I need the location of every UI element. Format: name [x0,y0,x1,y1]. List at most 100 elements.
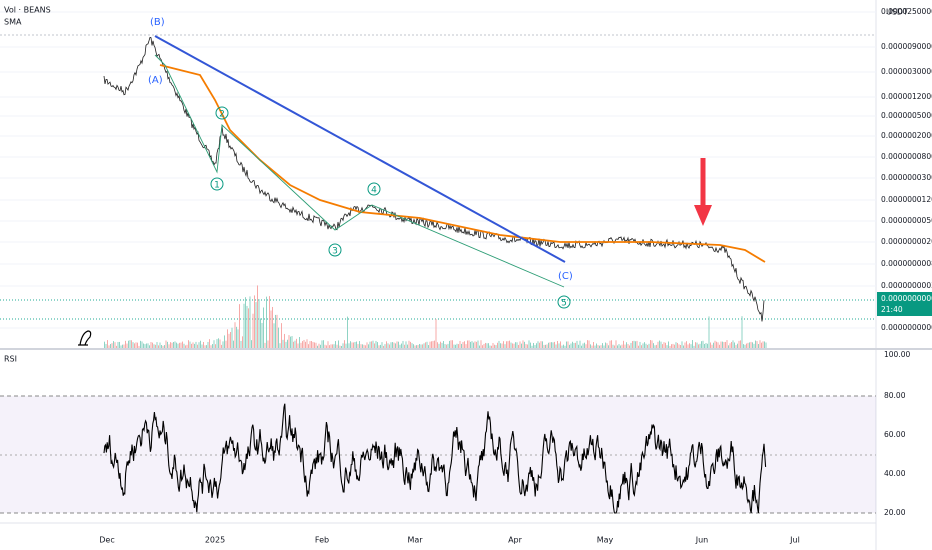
volume-bar [647,344,648,348]
volume-bar [359,341,360,348]
volume-bar [122,344,123,348]
volume-bar [309,341,311,348]
volume-bar [602,343,603,348]
volume-bar [257,285,258,348]
volume-bar [308,344,309,348]
volume-bar [128,340,129,348]
volume-bar [680,344,681,348]
volume-bar [698,344,699,348]
volume-bar [560,341,561,348]
volume-bar [342,343,344,348]
volume-bar [132,342,134,348]
volume-bar [324,344,326,348]
volume-bar [419,343,420,348]
volume-bar [312,341,314,348]
volume-bar [188,340,189,348]
volume-bar [372,340,374,348]
volume-bar [584,342,585,348]
volume-bar [344,340,345,348]
current-price: 0.000000000017 [881,294,932,303]
volume-bar [302,341,303,348]
volume-bar [207,341,209,348]
volume-bar [578,344,579,348]
volume-bar [291,336,293,348]
volume-bar [507,341,509,348]
wave-label: 3 [332,247,338,257]
volume-bar [659,340,660,348]
volume-bar [177,343,179,348]
volume-bar [221,344,222,348]
volume-bar [695,342,696,348]
volume-bar [588,340,590,348]
volume-bar [710,342,711,348]
volume-bar [464,341,465,348]
volume-bar [566,341,567,348]
volume-bar [476,341,477,348]
volume-bar [696,342,698,348]
volume-bar [152,342,153,348]
volume-bar [240,340,242,348]
volume-bar [371,341,372,348]
volume-bar [105,343,107,348]
volume-bar [494,344,495,348]
volume-bar [509,340,510,348]
volume-bar [438,343,440,348]
volume-bar [485,342,486,348]
volume-bar [705,342,707,348]
volume-bar [518,344,519,348]
volume-bar [641,345,642,348]
volume-bar [411,343,413,348]
volume-bar [753,343,755,348]
volume-bar [513,343,515,348]
volume-bar [542,341,543,348]
volume-bar [515,342,516,348]
volume-bar [666,345,668,348]
wave-label: (C) [558,271,573,282]
volume-bar [639,341,641,348]
volume-bar [323,340,324,348]
volume-bar [486,343,488,348]
volume-bar [423,343,425,348]
volume-bar [581,345,582,348]
volume-bar [510,342,512,348]
volume-bar [573,342,575,348]
volume-bar [732,340,734,348]
volume-bar [735,345,737,348]
volume-bar [729,343,731,348]
volume-bar [554,341,555,348]
time-label: May [597,536,614,545]
volume-bar [234,322,236,348]
volume-bar [267,340,269,348]
volume-bar [663,342,665,348]
volume-bar [569,344,570,348]
volume-bar [651,340,653,348]
volume-bar [737,343,738,348]
volume-bar [522,340,524,348]
volume-bar [704,343,705,348]
volume-bar [273,323,275,348]
volume-bar [251,340,252,348]
volume-bar [197,344,198,348]
volume-bar [204,345,206,348]
volume-bar [141,341,143,348]
volume-bar [672,343,674,348]
volume-bar [209,339,210,348]
volume-bar [443,341,444,348]
volume-bar [213,340,215,348]
volume-bar [263,307,264,348]
volume-bar [461,343,462,348]
volume-bar [173,342,174,348]
volume-bar [614,345,615,348]
volume-bar [462,341,464,348]
volume-bar [531,345,533,348]
volume-bar [654,345,656,348]
price-label: 0.000000030000 [881,173,932,182]
volume-bar [611,340,612,348]
volume-bar [248,308,249,348]
volume-bar [390,342,392,348]
volume-bar [483,343,485,348]
volume-bar [297,343,299,348]
volume-bar [699,343,701,348]
volume-bar [687,344,689,348]
volume-bar [365,345,366,348]
